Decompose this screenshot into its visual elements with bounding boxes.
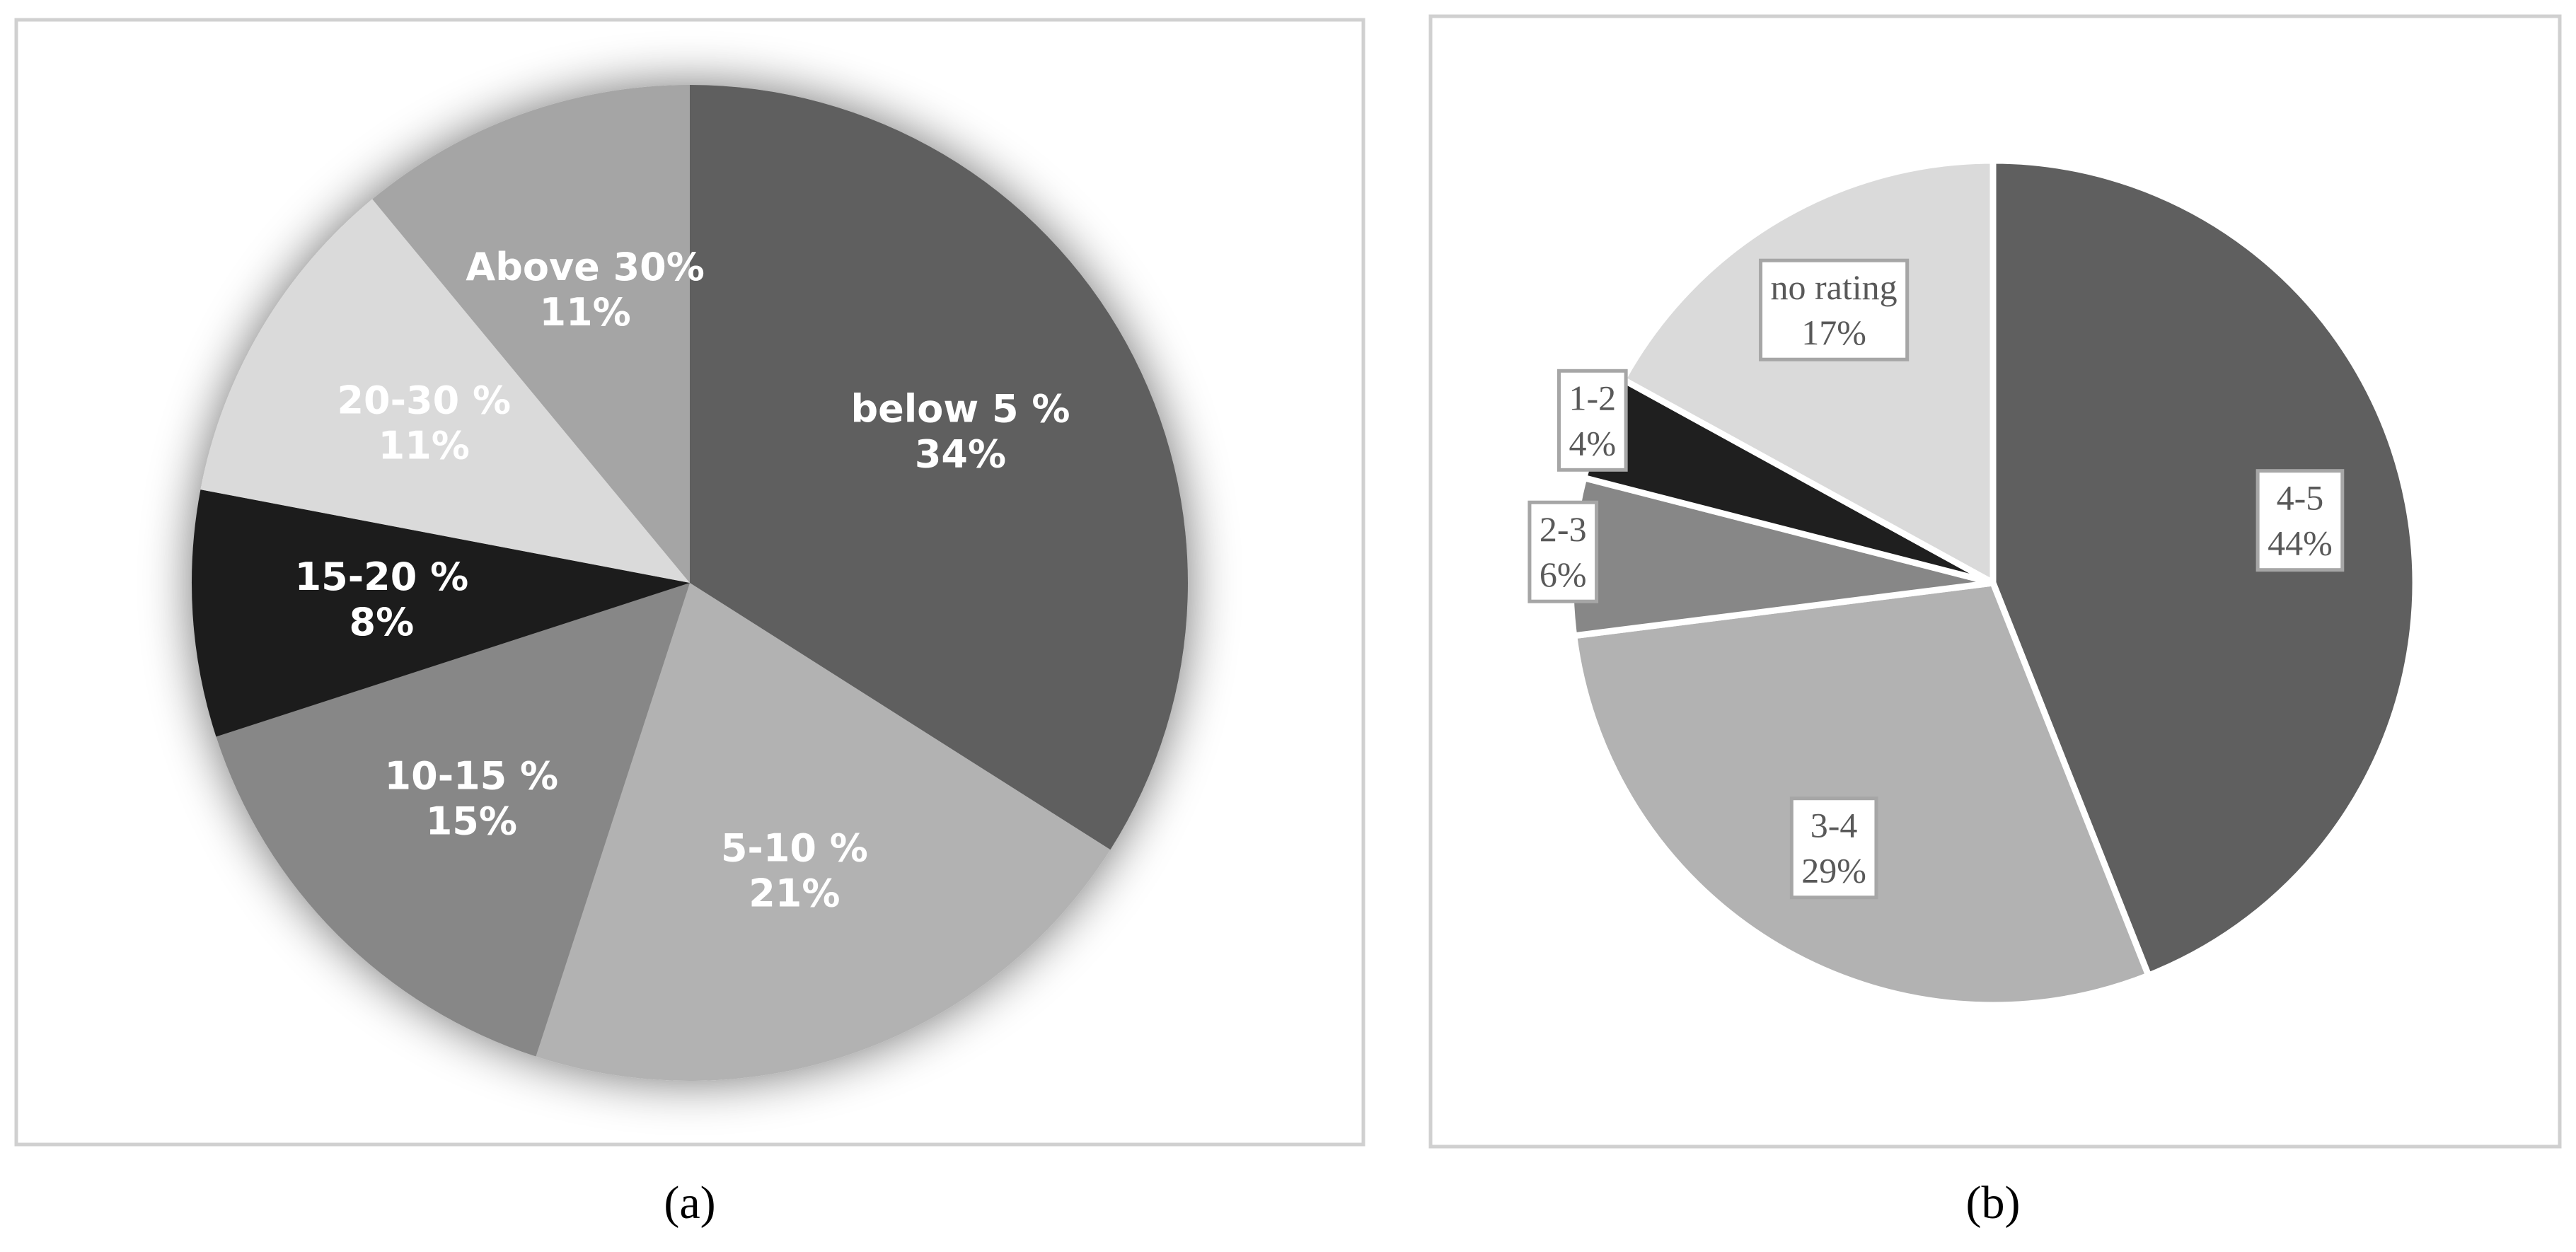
data-label-value: 11% [379,423,470,468]
pie-slice [372,85,690,583]
data-label-category: 20-30 % [337,378,511,422]
data-label: 3-429% [1789,796,1878,900]
data-label: 20-30 %11% [337,378,511,468]
data-label-category: 2-3 [1540,509,1587,549]
pie-slice [1570,579,2153,1009]
data-label: 15-20 %8% [295,555,469,644]
data-label-value: 4% [1569,423,1616,463]
pie-slice [536,583,1111,1082]
caption: (a) [664,1177,715,1229]
data-label-value: 15% [426,799,517,843]
data-label: Above 30%11% [466,245,704,335]
data-label-category: Above 30% [466,245,704,289]
pie-slice [690,85,1189,850]
data-label-value: 6% [1540,555,1587,594]
data-label-category: 10-15 % [385,753,559,798]
data-label-category: 3-4 [1810,806,1858,845]
data-label: below 5 %34% [850,386,1070,476]
data-label-value: 21% [749,871,840,915]
label-box [1759,258,1910,361]
label-box [1789,796,1878,900]
pie-slice [1989,157,2419,980]
caption: (b) [1966,1177,2021,1229]
data-label-value: 11% [540,290,631,335]
data-label-category: below 5 % [850,386,1070,431]
data-label-category: 15-20 % [295,555,469,599]
data-label-category: 5-10 % [721,825,868,870]
label-box [1556,369,1628,472]
data-label: 5-10 %21% [721,825,868,915]
data-label: 2-36% [1527,500,1599,603]
data-label-value: 8% [350,600,415,644]
pie [191,85,1189,1082]
data-label-value: 34% [915,431,1006,476]
data-label-category: 1-2 [1569,378,1616,417]
data-label: 1-24% [1556,369,1628,472]
data-label-value: 17% [1801,313,1866,352]
pie-slice [216,583,691,1057]
data-label: 10-15 %15% [385,753,559,843]
pie-slice [191,489,690,737]
data-label-category: 4-5 [2277,478,2324,518]
pie [1567,157,2419,1009]
data-label-category: no rating [1771,267,1898,307]
data-label: no rating 17% [1759,258,1910,361]
data-label-value: 29% [1801,851,1866,891]
label-box [1527,500,1599,603]
data-label: 4-544% [2256,469,2345,572]
pie-slice [200,199,690,583]
label-box [2256,469,2345,572]
data-label-value: 44% [2268,523,2333,563]
